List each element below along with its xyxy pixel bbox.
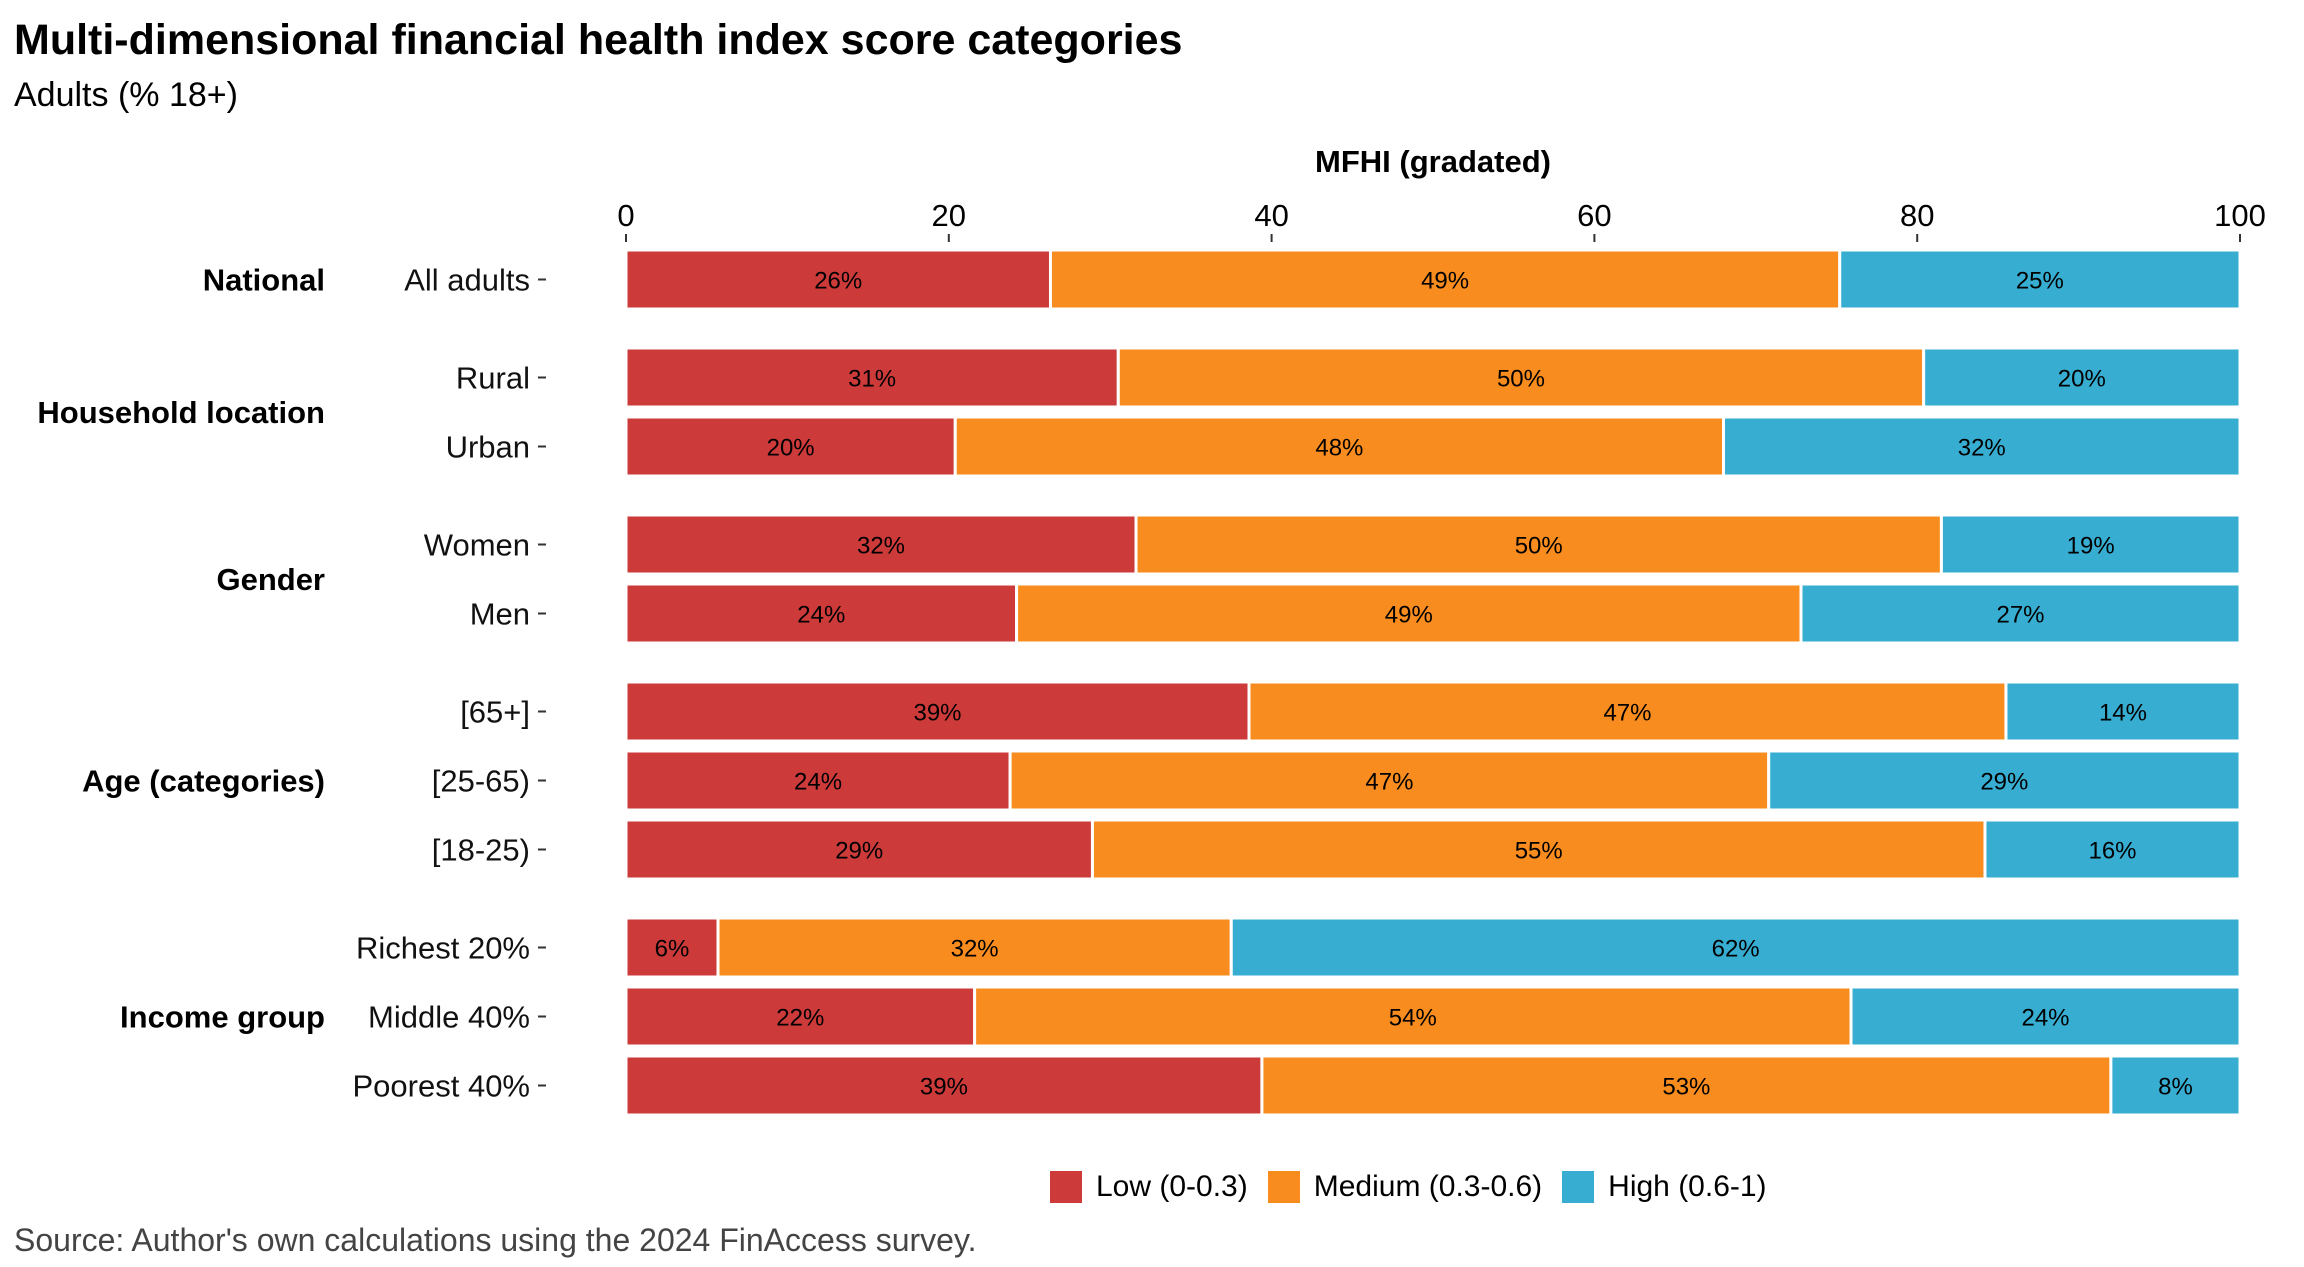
data-label: 20%	[2058, 366, 2106, 393]
y-tick-label: Richest 20%	[356, 931, 530, 966]
legend-item-high: High (0.6-1)	[1562, 1170, 1767, 1204]
y-tick-label: Rural	[456, 361, 530, 396]
y-tick-label: Poorest 40%	[353, 1069, 531, 1104]
data-label: 24%	[2021, 1005, 2069, 1032]
bar-segment	[2109, 1054, 2242, 1117]
data-label: 53%	[1662, 1074, 1710, 1101]
y-tick-label: Men	[470, 597, 530, 632]
data-label: 62%	[1712, 936, 1760, 963]
data-label: 31%	[848, 366, 896, 393]
bar-segment	[953, 415, 1726, 478]
group-label: Age (categories)	[82, 764, 325, 799]
bar-segment	[1090, 818, 1987, 881]
y-tick-label: [65+]	[460, 695, 530, 730]
y-tick-label: All adults	[404, 263, 530, 298]
bar-segment	[1134, 513, 1943, 576]
data-label: 27%	[1996, 602, 2044, 629]
group-label: Income group	[120, 1000, 325, 1035]
bar-segment	[1849, 985, 2242, 1048]
x-axis-title: MFHI (gradated)	[1315, 144, 1551, 179]
data-label: 6%	[655, 936, 690, 963]
x-tick-label: 0	[617, 198, 634, 233]
data-label: 29%	[1980, 769, 2028, 796]
bar-segment	[1939, 513, 2242, 576]
bar-segment	[624, 513, 1138, 576]
legend-label-medium: Medium (0.3-0.6)	[1313, 1170, 1543, 1203]
bar-segment	[1008, 749, 1771, 812]
group-label: Household location	[37, 395, 325, 430]
bar-segment	[1767, 749, 2242, 812]
bar-segment	[1838, 248, 2242, 311]
legend: Low (0-0.3) Medium (0.3-0.6) High (0.6-1…	[1050, 1170, 1787, 1204]
legend-label-high: High (0.6-1)	[1608, 1170, 1767, 1203]
source-note: Source: Author's own calculations using …	[14, 1222, 977, 1258]
x-tick-label: 60	[1577, 198, 1611, 233]
data-label: 39%	[913, 700, 961, 727]
bar-segment	[624, 818, 1094, 881]
legend-swatch-low	[1050, 1171, 1082, 1203]
data-label: 47%	[1603, 700, 1651, 727]
data-label: 19%	[2067, 533, 2115, 560]
y-tick-label: Urban	[446, 430, 530, 465]
bar-segment	[624, 680, 1251, 743]
legend-label-low: Low (0-0.3)	[1096, 1170, 1248, 1203]
data-label: 49%	[1385, 602, 1433, 629]
x-tick-label: 40	[1254, 198, 1288, 233]
data-label: 16%	[2088, 838, 2136, 865]
data-label: 32%	[1958, 435, 2006, 462]
data-label: 47%	[1365, 769, 1413, 796]
legend-swatch-high	[1562, 1171, 1595, 1203]
data-label: 24%	[794, 769, 842, 796]
x-tick-label: 80	[1900, 198, 1934, 233]
data-label: 48%	[1315, 435, 1363, 462]
x-tick-label: 20	[932, 198, 966, 233]
data-label: 29%	[835, 838, 883, 865]
bar-segment	[1229, 916, 2242, 979]
group-label: Gender	[216, 562, 325, 597]
bar-segment	[1799, 582, 2242, 645]
bar-segment	[1048, 248, 1842, 311]
data-label: 54%	[1389, 1005, 1437, 1032]
bar-segment	[624, 415, 957, 478]
y-tick-label: Women	[424, 528, 530, 563]
data-label: 32%	[857, 533, 905, 560]
data-label: 25%	[2016, 268, 2064, 295]
data-label: 14%	[2099, 700, 2147, 727]
data-label: 55%	[1515, 838, 1563, 865]
y-tick-label: [25-65)	[432, 764, 530, 799]
x-tick-label: 100	[2214, 198, 2266, 233]
legend-item-medium: Medium (0.3-0.6)	[1267, 1170, 1543, 1204]
data-label: 50%	[1497, 366, 1545, 393]
data-label: 20%	[767, 435, 815, 462]
bar-segment	[973, 985, 1853, 1048]
data-label: 39%	[920, 1074, 968, 1101]
data-label: 22%	[776, 1005, 824, 1032]
chart-title: Multi-dimensional financial health index…	[14, 16, 1183, 64]
data-label: 24%	[797, 602, 845, 629]
y-tick-label: [18-25)	[432, 833, 530, 868]
bar-segment	[1983, 818, 2242, 881]
chart-subtitle: Adults (% 18+)	[14, 76, 238, 114]
bar-segment	[2004, 680, 2242, 743]
group-label: National	[203, 263, 325, 298]
bar-segment	[1247, 680, 2008, 743]
data-label: 8%	[2158, 1074, 2193, 1101]
legend-swatch-medium	[1267, 1171, 1300, 1203]
bar-segment	[716, 916, 1233, 979]
bar-segment	[1260, 1054, 2113, 1117]
bar-segment	[1922, 346, 2242, 409]
data-label: 49%	[1421, 268, 1469, 295]
y-tick-label: Middle 40%	[368, 1000, 530, 1035]
data-label: 50%	[1515, 533, 1563, 560]
legend-item-low: Low (0-0.3)	[1050, 1170, 1248, 1204]
data-label: 32%	[951, 936, 999, 963]
bar-segment	[1722, 415, 2242, 478]
data-label: 26%	[814, 268, 862, 295]
